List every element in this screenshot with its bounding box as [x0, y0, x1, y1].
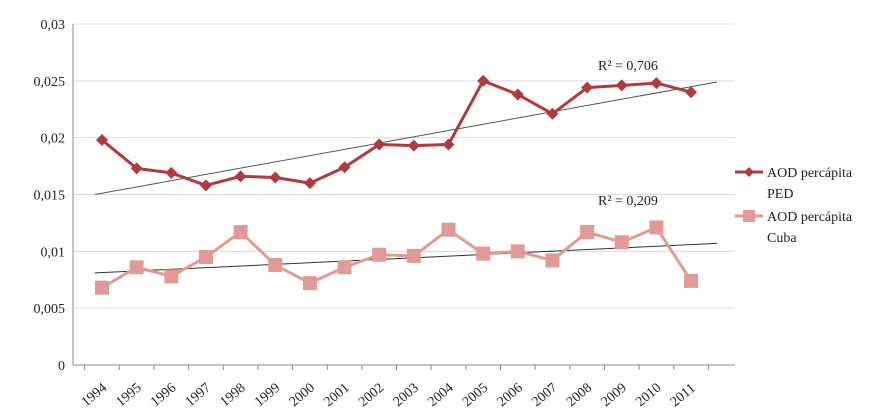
data-point-cuba — [476, 246, 491, 261]
data-point-cuba — [406, 248, 421, 263]
data-point-ped — [511, 88, 524, 101]
data-point-ped — [96, 133, 108, 146]
data-point-cuba — [129, 260, 144, 275]
data-point-ped — [130, 162, 143, 175]
y-tick-label: 0,03 — [41, 18, 66, 33]
trendlines — [94, 81, 718, 274]
data-point-ped — [338, 161, 351, 174]
data-point-cuba — [684, 273, 699, 288]
legend-label-ped: AOD percápita — [767, 166, 853, 181]
gridlines — [73, 23, 735, 309]
series-line-ped — [101, 79, 692, 187]
x-tick-label: 2009 — [599, 381, 630, 410]
data-point-cuba — [614, 235, 629, 250]
legend-marker-cuba — [743, 210, 755, 222]
data-point-cuba — [580, 225, 595, 240]
legend-label-cuba: AOD percápita — [767, 210, 853, 225]
data-point-cuba — [510, 244, 525, 259]
series-line-cuba — [101, 225, 693, 289]
r2-label-cuba: R² = 0,209 — [598, 194, 658, 209]
legend-marker-ped — [744, 167, 754, 177]
data-point-cuba — [302, 276, 317, 291]
data-point-ped — [373, 138, 386, 151]
data-point-ped — [477, 74, 490, 87]
data-point-cuba — [233, 225, 248, 240]
x-tick-label: 2001 — [321, 381, 352, 410]
data-point-cuba — [372, 247, 387, 262]
data-point-cuba — [441, 222, 456, 237]
x-tick-label: 2010 — [633, 381, 664, 410]
x-tick-label: 2002 — [356, 381, 387, 410]
trendline-ped — [94, 81, 718, 195]
y-tick-label: 0 — [58, 359, 65, 374]
x-tick-label: 1998 — [218, 381, 249, 410]
data-point-cuba — [164, 269, 179, 284]
legend-label-ped: PED — [767, 187, 793, 202]
data-point-cuba — [198, 250, 213, 265]
x-tick-label: 2004 — [425, 381, 456, 410]
x-tick-label: 1997 — [183, 381, 214, 410]
y-tick-label: 0,02 — [41, 132, 66, 147]
annotations: R² = 0,706 R² = 0,209 — [598, 59, 658, 209]
data-point-ped — [650, 77, 663, 90]
data-point-cuba — [268, 257, 283, 272]
x-tick-label: 2000 — [287, 381, 318, 410]
axes: 0 0,005 0,01 0,015 0,02 0,025 0,03 1994 1995 1996… — [34, 18, 735, 410]
data-point-ped — [407, 139, 420, 152]
data-point-ped — [303, 177, 316, 190]
data-point-cuba — [649, 220, 664, 235]
x-tick-label: 2007 — [529, 381, 560, 410]
data-point-ped — [685, 86, 698, 99]
data-point-ped — [199, 179, 212, 192]
x-tick-label: 2008 — [564, 381, 595, 410]
x-tick-label: 1996 — [148, 381, 179, 410]
y-tick-label: 0,005 — [34, 302, 66, 317]
data-point-ped — [615, 79, 628, 92]
x-tick-label: 2011 — [668, 381, 699, 410]
data-point-ped — [165, 166, 178, 179]
x-tick-label: 1995 — [114, 381, 145, 410]
data-point-ped — [269, 171, 282, 184]
data-point-cuba — [337, 260, 352, 275]
r2-label-ped: R² = 0,706 — [598, 59, 658, 74]
data-point-ped — [442, 138, 455, 151]
data-point-cuba — [95, 280, 109, 295]
y-tick-label: 0,01 — [41, 245, 66, 260]
legend-label-cuba: Cuba — [767, 231, 797, 246]
data-point-ped — [581, 81, 594, 94]
x-tick-label: 1999 — [252, 381, 283, 410]
data-point-ped — [546, 107, 559, 120]
series-group — [95, 74, 699, 295]
legend: AOD percápita PED AOD percápita Cuba — [735, 166, 853, 246]
x-tick-label: 2003 — [391, 381, 422, 410]
x-tick-label: 2006 — [495, 381, 526, 410]
y-tick-label: 0,025 — [34, 75, 66, 90]
data-point-cuba — [545, 253, 560, 268]
trendline-cuba — [94, 242, 718, 274]
x-tick-label: 2005 — [460, 381, 491, 410]
y-tick-label: 0,015 — [34, 189, 66, 204]
data-point-ped — [234, 170, 247, 183]
x-tick-label: 1994 — [79, 381, 110, 410]
